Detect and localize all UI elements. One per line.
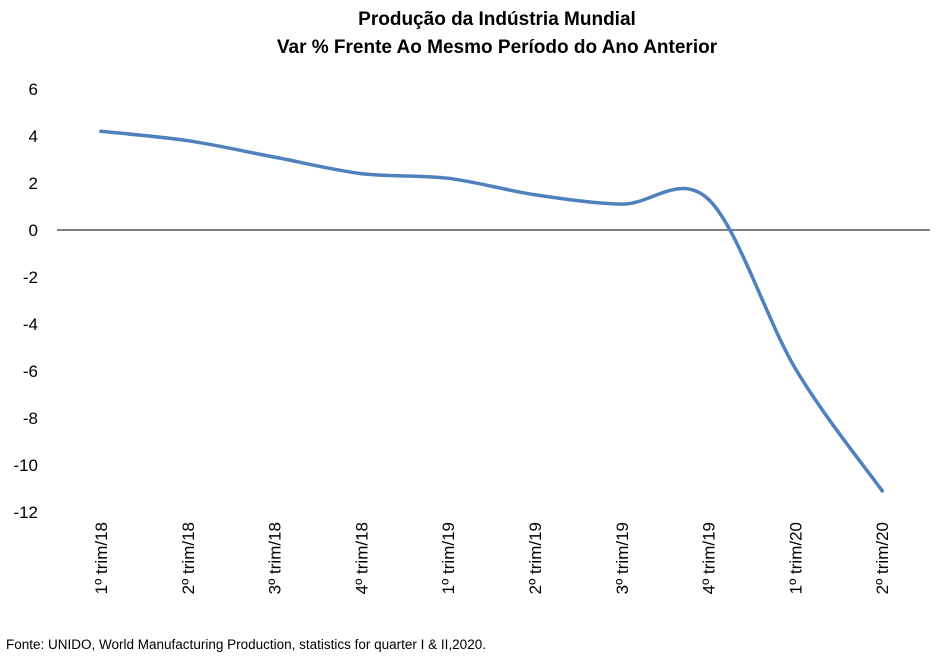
y-tick-label: -10 [13, 456, 38, 475]
data-point [706, 197, 711, 202]
y-tick-label: -2 [23, 268, 38, 287]
x-tick-label: 2º trim/19 [526, 522, 545, 594]
x-tick-label: 3º trim/18 [266, 522, 285, 594]
series-line [99, 129, 884, 493]
y-tick-label: -12 [13, 503, 38, 522]
x-tick-label: 1º trim/19 [439, 522, 458, 594]
y-tick-label: 0 [29, 221, 38, 240]
x-axis-ticks: 1º trim/18 2º trim/18 3º trim/18 4º trim/18… [92, 522, 892, 594]
y-tick-label: 2 [29, 174, 38, 193]
x-tick-label: 4º trim/18 [352, 522, 371, 594]
chart-title: Produção da Indústria Mundial [358, 9, 636, 30]
data-point [272, 155, 277, 159]
y-tick-label: -8 [23, 409, 38, 428]
x-tick-label: 2º trim/20 [873, 522, 892, 594]
y-tick-label: 6 [29, 80, 38, 99]
data-point [880, 489, 884, 493]
data-point [99, 129, 103, 134]
data-point [533, 193, 537, 197]
source-note: Fonte: UNIDO, World Manufacturing Produc… [6, 637, 486, 652]
y-tick-label: -6 [23, 362, 38, 381]
data-point [446, 176, 450, 181]
x-tick-label: 4º trim/19 [700, 522, 719, 594]
data-points [99, 129, 884, 493]
x-tick-label: 1º trim/20 [786, 522, 805, 594]
data-point [620, 202, 624, 206]
x-tick-label: 3º trim/19 [613, 522, 632, 594]
x-tick-label: 2º trim/18 [179, 522, 198, 594]
data-point [793, 366, 798, 371]
x-tick-label: 1º trim/18 [92, 522, 111, 594]
data-point [186, 138, 190, 143]
y-tick-label: 4 [29, 127, 38, 146]
y-tick-label: -4 [23, 315, 38, 334]
data-point [359, 171, 364, 176]
chart-subtitle: Var % Frente Ao Mesmo Período do Ano Ant… [277, 37, 718, 58]
y-axis-ticks: 6 4 2 0 -2 -4 -6 -8 -10 -12 [13, 80, 38, 522]
